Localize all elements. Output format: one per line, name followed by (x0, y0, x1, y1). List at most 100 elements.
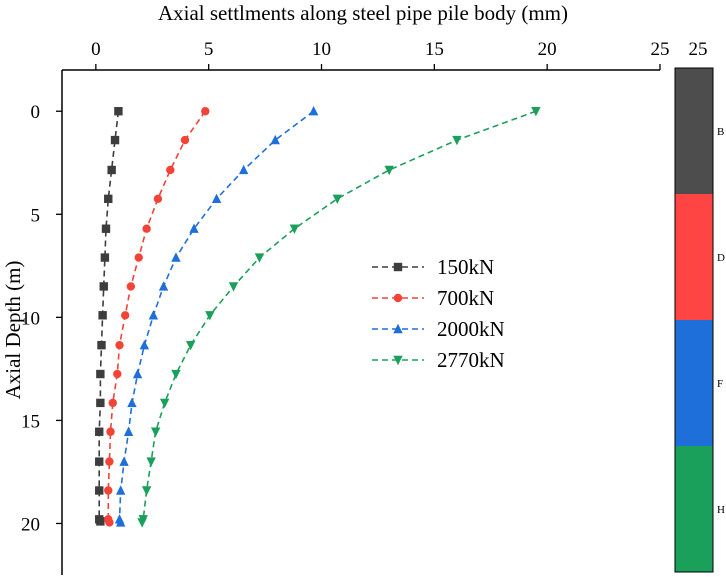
x-tick-label: 0 (91, 39, 101, 60)
data-point (120, 311, 130, 320)
legend-label: 150kN (437, 255, 494, 279)
colorbar-segment (675, 68, 713, 194)
data-point (95, 486, 104, 495)
data-point (101, 224, 111, 233)
series-2770kN (137, 107, 541, 528)
data-point (95, 457, 104, 466)
data-point (270, 134, 280, 145)
data-point (205, 311, 215, 321)
legend-label: 2770kN (437, 348, 505, 372)
data-point (96, 517, 105, 526)
colorbar-segment (675, 194, 713, 320)
data-point (159, 398, 170, 409)
data-point (127, 397, 137, 408)
y-tick-label: 15 (21, 411, 40, 432)
series-150kN (95, 107, 123, 526)
data-point (104, 194, 113, 204)
series-line (141, 110, 537, 523)
data-point (189, 223, 199, 233)
y-tick-label: 10 (21, 308, 40, 329)
data-point (104, 486, 113, 495)
data-point (139, 339, 150, 350)
data-point (123, 426, 134, 436)
data-point (105, 518, 114, 527)
data-point (146, 457, 156, 467)
series-line (118, 110, 315, 523)
data-point (107, 165, 116, 175)
data-point (308, 106, 319, 116)
data-point (105, 457, 114, 466)
legend-marker (393, 262, 403, 272)
data-point (113, 369, 122, 379)
data-point (332, 194, 343, 205)
legend-label: 2000kN (437, 317, 505, 341)
x-tick-label: 5 (204, 39, 214, 60)
y-axis-label: Axial Depth (m) (1, 261, 25, 400)
colorbar-frame (674, 67, 714, 573)
series-line (107, 110, 206, 523)
data-point (452, 135, 462, 146)
legend-marker (393, 323, 403, 334)
data-point (108, 398, 117, 408)
data-point (148, 310, 159, 320)
y-tick-label: 20 (21, 514, 40, 535)
colorbar-top-label: 25 (689, 39, 708, 60)
legend-marker (393, 293, 403, 303)
data-point (114, 107, 123, 116)
x-tick-label: 15 (425, 39, 444, 60)
colorbar-label: D (717, 252, 725, 264)
data-point (96, 369, 105, 379)
series-line (98, 111, 120, 522)
data-point (158, 281, 169, 291)
legend-marker (393, 355, 403, 366)
data-point (185, 340, 196, 351)
chart-title: Axial settlments along steel pipe pile b… (158, 1, 568, 25)
data-point (180, 135, 190, 145)
series-2000kN (114, 106, 319, 527)
data-point (96, 398, 105, 408)
data-point (99, 282, 108, 291)
colorbar: B D F H 25 (674, 39, 725, 573)
data-point (289, 224, 300, 234)
plot-area: 0 5 10 15 20 25 0 5 10 15 20 (21, 39, 670, 575)
data-point (115, 485, 126, 495)
data-point (126, 282, 136, 291)
data-point (97, 340, 106, 350)
data-point (134, 253, 143, 262)
data-point (171, 369, 181, 380)
data-point (171, 252, 181, 262)
colorbar-label: H (717, 504, 725, 516)
legend-label: 700kN (437, 286, 494, 310)
colorbar-segment (675, 320, 713, 446)
data-point (228, 282, 239, 292)
data-point (110, 135, 120, 145)
x-tick-label: 10 (312, 39, 331, 60)
data-point (153, 194, 163, 204)
data-point (115, 517, 126, 527)
data-point (106, 427, 115, 436)
legend: 150kN 700kN 2000kN 2770kN (372, 255, 505, 372)
data-point (211, 193, 222, 204)
data-point (142, 224, 151, 233)
data-point (100, 253, 110, 262)
data-point (384, 165, 394, 176)
data-point (132, 368, 143, 379)
data-point (150, 427, 161, 437)
data-point (98, 311, 107, 320)
colorbar-label: F (717, 378, 723, 390)
data-point (531, 107, 541, 117)
colorbar-label: B (717, 126, 724, 138)
data-point (141, 486, 152, 496)
data-point (166, 165, 175, 175)
data-point (254, 253, 265, 263)
colorbar-segment (675, 446, 713, 572)
data-point (137, 518, 147, 528)
data-point (115, 340, 124, 350)
data-point (201, 107, 210, 116)
y-tick-label: 5 (31, 205, 41, 226)
data-point (95, 427, 104, 436)
y-tick-label: 0 (31, 102, 41, 123)
x-tick-label: 20 (538, 39, 557, 60)
series-700kN (104, 107, 210, 527)
